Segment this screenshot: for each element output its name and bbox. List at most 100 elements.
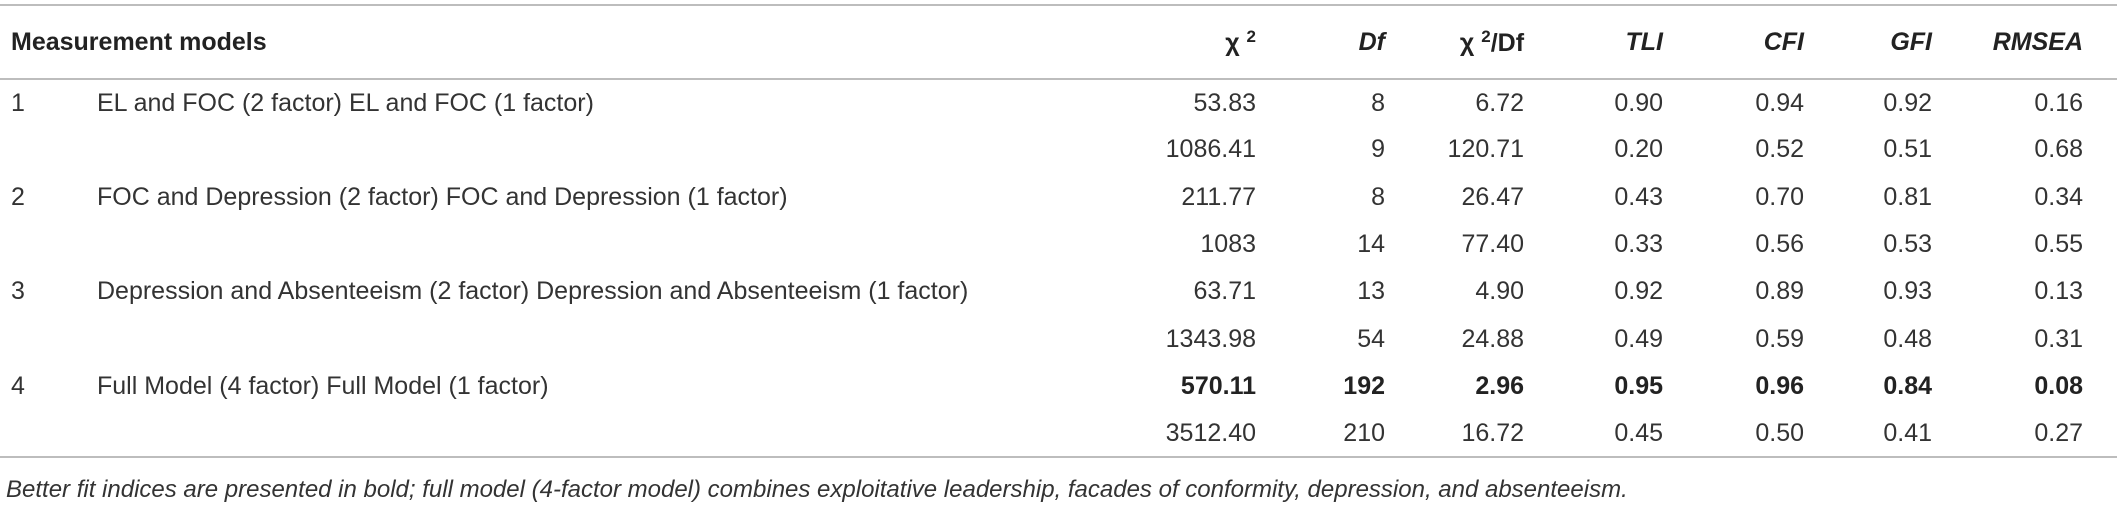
- value-cell: 0.48: [1883, 324, 1933, 353]
- value-cell: 0.96: [1755, 371, 1805, 400]
- column-header: CFI: [1663, 5, 1804, 79]
- row-number: 3: [11, 277, 25, 306]
- table-row: 3512.40 210 16.72 0.45 0.50 0.41 0.27: [0, 410, 2117, 458]
- header-text: RMSEA: [1992, 27, 2084, 56]
- value-cell: 0.31: [2034, 324, 2084, 353]
- row-number: [0, 126, 97, 173]
- table-row: 1086.41 9 120.71 0.20 0.52 0.51 0.68: [0, 126, 2117, 173]
- value-cell: 1086.41: [1165, 135, 1257, 164]
- header-text: GFI: [1890, 27, 1933, 56]
- value-cell: 0.95: [1614, 371, 1664, 400]
- value-cell: 0.49: [1614, 324, 1664, 353]
- model-name: [97, 126, 1150, 173]
- value-cell: 120.71: [1447, 135, 1525, 164]
- value-cell: 0.55: [2034, 230, 2084, 259]
- value-cell: 0.81: [1883, 182, 1933, 211]
- column-header: TLI: [1524, 5, 1664, 79]
- header-row: Measurement models χ 2 Df χ 2/Df TLI CFI GFI RM…: [0, 5, 2117, 79]
- header-text: TLI: [1625, 27, 1664, 56]
- table-row: 1083 14 77.40 0.33 0.56 0.53 0.55: [0, 221, 2117, 268]
- table-row: 1343.98 54 24.88 0.49 0.59 0.48 0.31: [0, 315, 2117, 362]
- header-text: χ: [1459, 28, 1475, 57]
- value-cell: 0.93: [1883, 277, 1933, 306]
- value-cell: 0.51: [1883, 135, 1933, 164]
- row-number: 1: [11, 88, 25, 117]
- value-cell: 8: [1371, 88, 1386, 117]
- header-text: CFI: [1763, 27, 1805, 56]
- value-cell: 8: [1371, 182, 1386, 211]
- value-cell: 0.53: [1883, 230, 1933, 259]
- value-cell: 0.52: [1755, 135, 1805, 164]
- value-cell: 3512.40: [1165, 418, 1257, 447]
- table-row: 2 FOC and Depression (2 factor) FOC and D…: [0, 174, 2117, 221]
- value-cell: 0.08: [2034, 371, 2084, 400]
- header-suffix: /Df: [1490, 28, 1525, 57]
- model-name: Depression and Absenteeism (2 factor) De…: [97, 277, 969, 306]
- header-superscript: 2: [1481, 26, 1491, 46]
- fit-table: Measurement models χ 2 Df χ 2/Df TLI CFI GFI RM…: [0, 4, 2117, 458]
- value-cell: 0.41: [1883, 418, 1933, 447]
- value-cell: 0.27: [2034, 418, 2084, 447]
- value-cell: 0.59: [1755, 324, 1805, 353]
- model-name: FOC and Depression (2 factor) FOC and De…: [97, 182, 788, 211]
- row-number: [0, 410, 97, 457]
- table-header: Measurement models χ 2 Df χ 2/Df TLI CFI GFI RM…: [0, 5, 2117, 79]
- model-name: [97, 221, 1150, 268]
- column-header: χ 2/Df: [1385, 5, 1524, 79]
- header-superscript: 2: [1246, 26, 1257, 46]
- value-cell: 24.88: [1461, 324, 1525, 353]
- value-cell: 0.33: [1614, 230, 1664, 259]
- model-name: [97, 410, 1150, 457]
- row-number: 2: [11, 182, 25, 211]
- value-cell: 0.92: [1883, 88, 1933, 117]
- value-cell: 0.13: [2034, 277, 2084, 306]
- table-row: 4 Full Model (4 factor) Full Model (1 fac…: [0, 363, 2117, 410]
- value-cell: 13: [1357, 277, 1386, 306]
- value-cell: 54: [1357, 324, 1386, 353]
- header-text: χ: [1225, 28, 1240, 57]
- value-cell: 1083: [1200, 230, 1257, 259]
- header-text: Measurement models: [11, 27, 267, 56]
- value-cell: 63.71: [1193, 277, 1257, 306]
- value-cell: 0.16: [2034, 88, 2084, 117]
- value-cell: 26.47: [1461, 182, 1525, 211]
- column-header: χ 2: [1150, 5, 1256, 79]
- value-cell: 0.50: [1755, 418, 1805, 447]
- value-cell: 0.45: [1614, 418, 1664, 447]
- value-cell: 0.68: [2034, 135, 2084, 164]
- column-header: GFI: [1804, 5, 1932, 79]
- value-cell: 0.56: [1755, 230, 1805, 259]
- header-text: Df: [1358, 27, 1386, 56]
- model-name: EL and FOC (2 factor) EL and FOC (1 fact…: [97, 88, 594, 117]
- value-cell: 192: [1343, 371, 1386, 400]
- model-name: Full Model (4 factor) Full Model (1 fact…: [97, 371, 549, 400]
- value-cell: 0.84: [1883, 371, 1933, 400]
- value-cell: 0.34: [2034, 182, 2084, 211]
- value-cell: 0.70: [1755, 182, 1805, 211]
- value-cell: 0.89: [1755, 277, 1805, 306]
- row-number: [0, 221, 97, 268]
- column-header: Df: [1256, 5, 1385, 79]
- value-cell: 14: [1357, 230, 1386, 259]
- value-cell: 211.77: [1181, 182, 1257, 211]
- value-cell: 0.43: [1614, 182, 1664, 211]
- value-cell: 210: [1343, 418, 1386, 447]
- table-row: 3 Depression and Absenteeism (2 factor) D…: [0, 268, 2117, 315]
- page: Measurement models χ 2 Df χ 2/Df TLI CFI GFI RM…: [0, 4, 2117, 532]
- row-number: 4: [11, 371, 25, 400]
- table-row: 1 EL and FOC (2 factor) EL and FOC (1 fac…: [0, 79, 2117, 126]
- value-cell: 6.72: [1475, 88, 1525, 117]
- model-name: [97, 315, 1150, 362]
- value-cell: 9: [1371, 135, 1386, 164]
- value-cell: 77.40: [1461, 230, 1525, 259]
- value-cell: 570.11: [1180, 371, 1257, 400]
- value-cell: 0.92: [1614, 277, 1664, 306]
- value-cell: 53.83: [1193, 88, 1257, 117]
- value-cell: 0.90: [1614, 88, 1664, 117]
- column-header: Measurement models: [0, 5, 1150, 79]
- value-cell: 16.72: [1461, 418, 1525, 447]
- value-cell: 2.96: [1475, 371, 1525, 400]
- footnote: Better fit indices are presented in bold…: [6, 476, 1628, 504]
- value-cell: 4.90: [1475, 277, 1525, 306]
- column-header: RMSEA: [1932, 5, 2117, 79]
